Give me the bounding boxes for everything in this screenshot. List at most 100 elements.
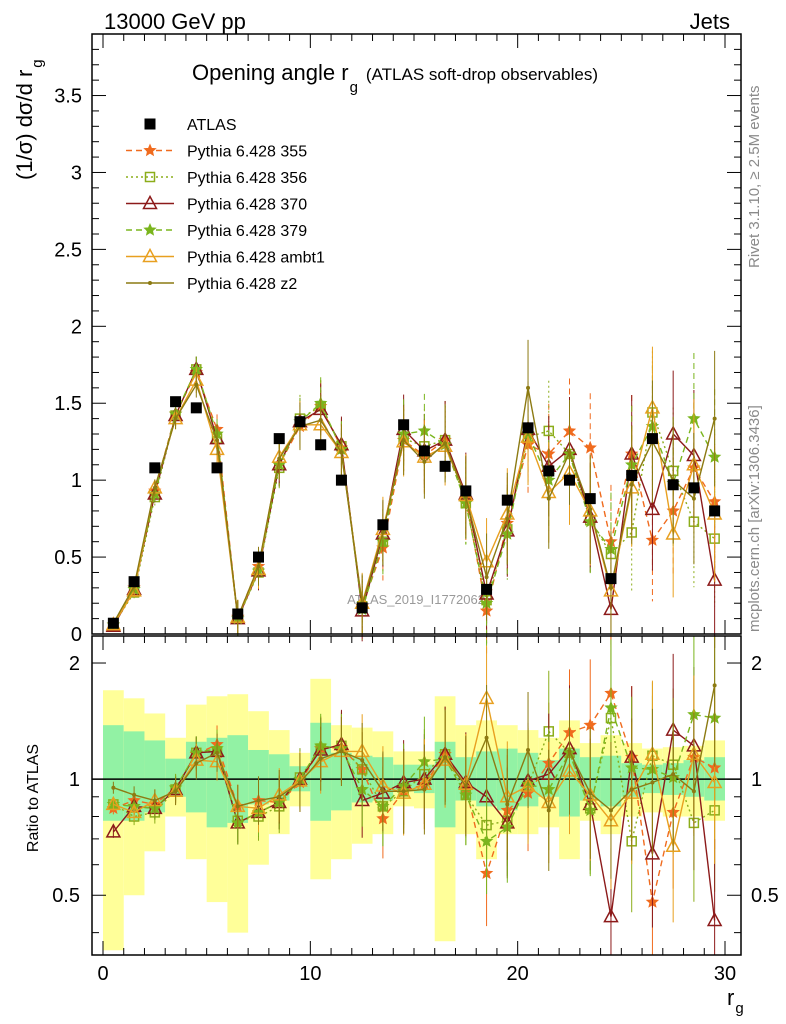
- ratio-plot-area: [92, 636, 741, 955]
- ratio-frame: [91, 635, 742, 956]
- series-line-5: [112, 383, 716, 624]
- ratio-line-0: [113, 691, 715, 903]
- series-point-5: [215, 438, 220, 443]
- legend-marker-4: [142, 247, 158, 263]
- series-point-5: [318, 418, 323, 423]
- ratio-y-axis-label: Ratio to ATLAS: [25, 744, 42, 852]
- series-point-2: [706, 571, 723, 586]
- ratio-y-tick-label-right: 0.5: [751, 885, 779, 907]
- x-axis-label: rg: [727, 985, 744, 1017]
- data-point: [273, 433, 285, 445]
- series-point-5: [505, 516, 510, 521]
- x-tick-label: 30: [714, 963, 736, 985]
- ratio-point-5: [401, 789, 406, 794]
- ratio-point-3: [479, 834, 494, 847]
- ratio-point-5: [443, 755, 448, 760]
- series-point-5: [173, 416, 178, 421]
- ratio-point-5: [318, 756, 323, 761]
- y-tick-label: 2: [71, 316, 82, 338]
- data-point: [626, 470, 638, 482]
- y-tick-label: 1: [71, 470, 82, 492]
- data-point: [688, 482, 700, 494]
- data-point: [709, 505, 721, 517]
- data-point: [501, 494, 513, 506]
- ratio-point-5: [194, 761, 199, 766]
- data-point: [481, 583, 493, 595]
- ratio-point-2: [603, 908, 619, 923]
- data-point: [439, 460, 451, 472]
- series-point-5: [339, 450, 344, 455]
- legend-data-label: ATLAS: [187, 117, 237, 134]
- y-tick-label: 0: [71, 624, 82, 646]
- series-point-2: [644, 500, 661, 516]
- ratio-point-5: [152, 798, 157, 803]
- data-point: [646, 433, 658, 445]
- x-tick-label: 10: [299, 963, 321, 985]
- series-point-5: [484, 575, 489, 580]
- ratio-point-2: [706, 911, 723, 927]
- ratio-point-5: [256, 798, 261, 803]
- ratio-band-1sigma: [103, 725, 124, 821]
- series-point-5: [401, 438, 406, 443]
- ratio-point-5: [173, 789, 178, 794]
- ratio-point-5: [671, 772, 676, 777]
- ratio-point-5: [297, 780, 302, 785]
- header-right: Jets: [690, 9, 730, 34]
- data-point: [543, 465, 555, 477]
- series-point-4: [126, 582, 142, 597]
- legend-label-4: Pythia 6.428 ambt1: [187, 250, 325, 267]
- series-point-5: [712, 416, 717, 421]
- mcplots-credit-label: mcplots.cern.ch [arXiv:1306.3436]: [746, 405, 763, 632]
- ratio-point-5: [235, 804, 240, 809]
- ratio-point-5: [546, 808, 551, 813]
- data-point: [294, 416, 306, 428]
- legend-data-marker: [144, 118, 156, 130]
- chart-title: Opening angle rg(ATLAS soft-drop observa…: [192, 60, 598, 96]
- series-point-5: [629, 482, 634, 487]
- legend-label-5: Pythia 6.428 z2: [187, 276, 297, 293]
- ratio-point-2: [644, 845, 661, 860]
- y-tick-label: 3.5: [54, 86, 82, 108]
- data-point: [170, 396, 182, 408]
- data-point: [149, 462, 161, 474]
- legend: ATLAS Pythia 6.428 355 Pythia 6.428 356 Pyt…: [126, 117, 325, 293]
- data-point: [190, 402, 202, 414]
- series-point-5: [380, 530, 385, 535]
- series-point-5: [194, 382, 199, 387]
- series-point-5: [691, 496, 696, 501]
- ratio-y-tick-label-right: 2: [751, 653, 762, 675]
- series-point-5: [588, 507, 593, 512]
- ratio-point-5: [422, 787, 427, 792]
- ratio-point-5: [132, 792, 137, 797]
- ratio-point-4: [126, 803, 142, 819]
- x-tick-label: 20: [507, 963, 529, 985]
- legend-label-2: Pythia 6.428 370: [187, 197, 307, 214]
- main-frame: [91, 33, 742, 635]
- ratio-y-tick-label-left: 1: [69, 769, 80, 791]
- data-point: [377, 519, 389, 531]
- y-axis-label: (1/σ) dσ/d rg: [12, 59, 46, 180]
- ratio-y-tick-label-left: 0.5: [52, 885, 80, 907]
- x-tick-label: 0: [97, 963, 108, 985]
- ratio-point-5: [339, 749, 344, 754]
- legend-marker-1: [144, 171, 156, 183]
- ratio-point-5: [505, 802, 510, 807]
- data-point: [211, 462, 223, 474]
- series-point-5: [546, 496, 551, 501]
- ratio-point-5: [588, 791, 593, 796]
- series-point-5: [152, 485, 157, 490]
- data-point: [335, 474, 347, 486]
- legend-marker-5: [148, 281, 152, 285]
- ratio-point-5: [380, 789, 385, 794]
- series-line-3: [112, 367, 716, 626]
- ratio-line-5: [113, 685, 716, 813]
- legend-label-1: Pythia 6.428 356: [187, 170, 307, 187]
- ratio-point-5: [463, 783, 468, 788]
- ratio-point-5: [629, 787, 634, 792]
- data-point: [253, 551, 264, 563]
- series-point-0: [583, 440, 597, 454]
- ratio-y-tick-label-left: 2: [69, 653, 80, 675]
- ratio-point-5: [277, 794, 282, 799]
- y-tick-label: 3: [71, 162, 82, 184]
